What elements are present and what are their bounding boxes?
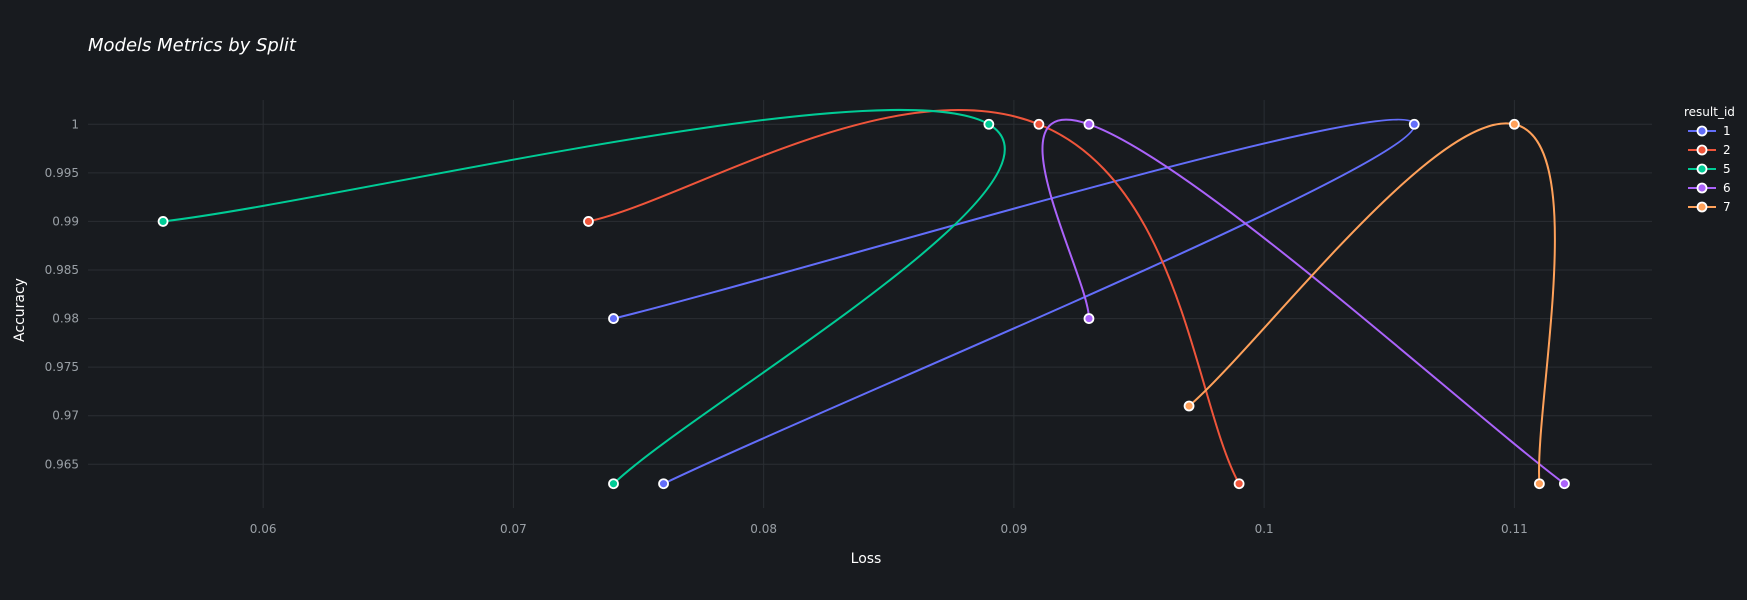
y-axis-ticks: 0.965 0.97 0.975 0.98 0.985 0.99 0.995 1 bbox=[45, 117, 79, 471]
data-point[interactable] bbox=[1508, 118, 1520, 130]
x-axis-ticks: 0.06 0.07 0.08 0.09 0.1 0.11 bbox=[250, 522, 1528, 536]
data-point[interactable] bbox=[583, 216, 594, 227]
legend-swatch-marker bbox=[1696, 182, 1708, 194]
data-point[interactable] bbox=[1083, 118, 1095, 130]
series-line[interactable] bbox=[1041, 118, 1566, 485]
legend-item[interactable]: 7 bbox=[1688, 200, 1731, 214]
series-line[interactable] bbox=[162, 108, 1006, 485]
legend-item[interactable]: 5 bbox=[1688, 162, 1731, 176]
data-point[interactable] bbox=[983, 118, 995, 130]
data-point[interactable] bbox=[1559, 478, 1570, 490]
series bbox=[157, 108, 1570, 490]
legend-label: 6 bbox=[1723, 181, 1731, 195]
y-tick-label: 0.98 bbox=[52, 312, 79, 326]
data-point[interactable] bbox=[157, 216, 169, 227]
legend-label: 1 bbox=[1723, 124, 1731, 138]
legend[interactable]: result_id 1 2 5 6 7 bbox=[1684, 105, 1735, 214]
x-tick-label: 0.08 bbox=[750, 522, 777, 536]
x-tick-label: 0.06 bbox=[250, 522, 277, 536]
x-tick-label: 0.11 bbox=[1501, 522, 1528, 536]
y-tick-label: 0.975 bbox=[45, 360, 79, 374]
data-point[interactable] bbox=[1033, 118, 1045, 130]
y-tick-label: 1 bbox=[71, 117, 79, 131]
legend-swatch-marker bbox=[1696, 163, 1708, 175]
x-tick-label: 0.09 bbox=[1001, 522, 1028, 536]
legend-label: 7 bbox=[1723, 200, 1731, 214]
data-point[interactable] bbox=[1233, 478, 1245, 490]
data-point[interactable] bbox=[608, 478, 619, 490]
series-7[interactable] bbox=[1183, 118, 1556, 490]
data-point[interactable] bbox=[1408, 118, 1420, 130]
chart-title: Models Metrics by Split bbox=[88, 35, 297, 56]
y-tick-label: 0.99 bbox=[52, 214, 79, 228]
x-axis-title: Loss bbox=[851, 551, 882, 567]
series-5[interactable] bbox=[157, 108, 1006, 490]
data-point[interactable] bbox=[658, 478, 669, 490]
legend-item[interactable]: 6 bbox=[1688, 181, 1731, 195]
data-point[interactable] bbox=[1533, 478, 1545, 490]
legend-label: 5 bbox=[1723, 162, 1731, 176]
y-axis-title: Accuracy bbox=[12, 278, 28, 342]
series-6[interactable] bbox=[1041, 118, 1570, 490]
legend-item[interactable]: 2 bbox=[1688, 143, 1731, 157]
legend-item[interactable]: 1 bbox=[1688, 124, 1731, 138]
y-tick-label: 0.97 bbox=[52, 409, 79, 423]
data-point[interactable] bbox=[1083, 313, 1095, 324]
data-point[interactable] bbox=[1183, 400, 1195, 412]
x-tick-label: 0.07 bbox=[500, 522, 527, 536]
y-tick-label: 0.995 bbox=[45, 166, 79, 180]
series-2[interactable] bbox=[583, 108, 1245, 490]
legend-swatch-marker bbox=[1696, 201, 1708, 213]
y-tick-label: 0.985 bbox=[45, 263, 79, 277]
grid bbox=[88, 100, 1652, 508]
data-point[interactable] bbox=[608, 313, 619, 324]
series-1[interactable] bbox=[608, 118, 1420, 490]
series-line[interactable] bbox=[1188, 122, 1556, 484]
y-tick-label: 0.965 bbox=[45, 457, 79, 471]
legend-swatch-marker bbox=[1696, 125, 1708, 137]
x-tick-label: 0.1 bbox=[1255, 522, 1274, 536]
legend-label: 2 bbox=[1723, 143, 1731, 157]
legend-title: result_id bbox=[1684, 105, 1735, 119]
legend-swatch-marker bbox=[1696, 144, 1708, 156]
